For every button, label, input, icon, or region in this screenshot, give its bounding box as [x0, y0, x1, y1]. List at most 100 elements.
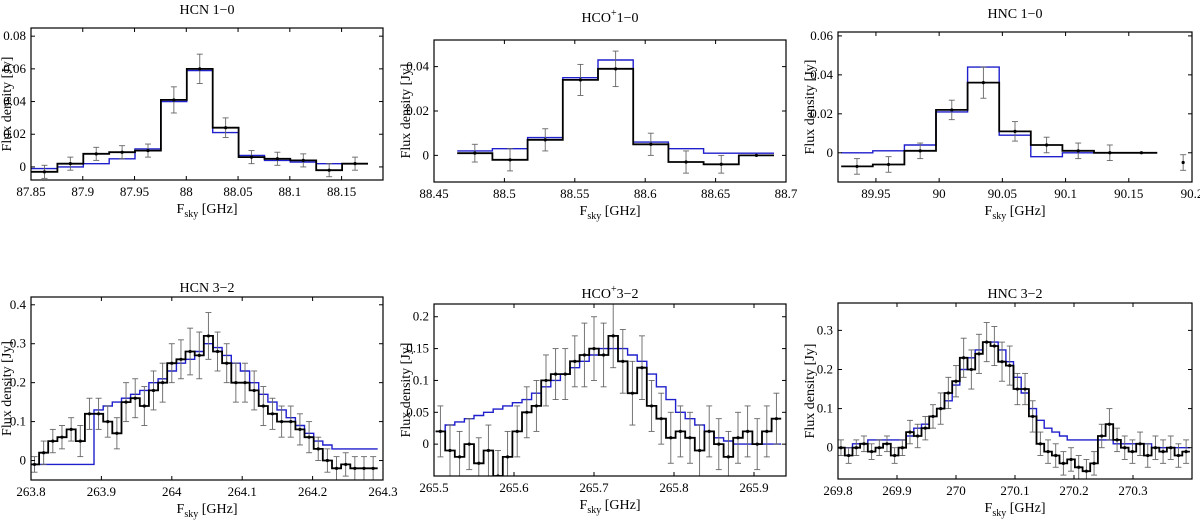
error-bar: [119, 145, 126, 160]
chart-title-part: 2: [1035, 287, 1042, 302]
x-tick-label: 270.2: [1059, 483, 1088, 498]
error-bar: [612, 50, 619, 88]
y-tick-label: 0.08: [3, 28, 26, 43]
model-series: [31, 343, 378, 466]
error-bar: [754, 153, 759, 157]
chart-title-part: HNC 3: [988, 287, 1028, 302]
data-point: [142, 404, 146, 408]
x-axis-label-part: sky: [992, 211, 1006, 222]
error-bar: [683, 150, 690, 174]
data-point: [289, 419, 293, 424]
error-bar: [591, 316, 597, 381]
x-tick-label: 88.45: [419, 186, 448, 201]
error-bar: [95, 397, 102, 430]
chart-title-part: HCO: [581, 11, 611, 26]
data-point: [543, 138, 547, 142]
data-point: [847, 453, 851, 458]
data-point: [438, 429, 442, 434]
data-point: [923, 426, 927, 430]
y-tick-label: 0: [20, 159, 27, 174]
axes-frame: [837, 31, 1193, 183]
data-point: [327, 168, 331, 172]
x-tick-label: 87.85: [16, 184, 45, 199]
y-tick-label: 0.3: [10, 336, 26, 351]
error-bar: [41, 164, 48, 179]
data-point: [198, 67, 202, 71]
data-point: [893, 453, 897, 458]
error-bar: [610, 304, 617, 369]
data-point: [1038, 442, 1042, 446]
error-bar: [475, 437, 482, 476]
error-bar: [1068, 447, 1075, 472]
data-point: [1092, 461, 1096, 465]
y-axis-label: Flux density [Jy]: [803, 60, 818, 155]
error-bar: [260, 386, 267, 426]
error-bar: [619, 329, 626, 394]
error-bar: [929, 404, 936, 429]
y-axis-label: Flux density [Jy]: [0, 341, 15, 436]
x-tick-label: 265.5: [419, 480, 448, 495]
error-bar: [999, 341, 1006, 382]
chart-title-part: 3: [617, 287, 624, 302]
data-point: [261, 404, 265, 408]
data-point: [170, 361, 174, 365]
data-point: [151, 388, 156, 393]
chart-title-part: −: [1028, 287, 1036, 302]
x-tick-label: 265.7: [579, 480, 609, 495]
error-bar: [1167, 435, 1174, 460]
error-bar: [437, 405, 444, 458]
data-point: [719, 162, 723, 166]
model-series: [435, 347, 782, 445]
data-point: [669, 436, 673, 440]
error-bar: [274, 151, 281, 166]
x-axis-label-part: sky: [184, 509, 198, 520]
error-bar: [296, 413, 303, 446]
x-tick-label: 264.1: [228, 484, 257, 499]
error-bar: [77, 425, 84, 458]
data-point: [42, 451, 46, 455]
error-bar: [1106, 144, 1113, 162]
x-axis-label-part: F: [580, 498, 588, 513]
data-point: [467, 442, 471, 446]
data-point: [1107, 422, 1111, 426]
chart-title-part: +: [611, 8, 617, 19]
error-bar: [677, 405, 684, 458]
error-bar: [976, 333, 983, 374]
x-axis-label: Fsky [GHz]: [580, 204, 641, 222]
observed-series: [457, 50, 774, 174]
data-point: [1045, 143, 1049, 147]
data-point: [307, 435, 311, 439]
y-tick-label: 0: [827, 145, 834, 160]
error-bar: [1014, 372, 1021, 406]
error-bar: [113, 417, 120, 450]
error-bar: [845, 447, 852, 464]
data-point: [969, 367, 973, 372]
data-point: [962, 356, 966, 360]
chart-panel-6: HNC 3−2 269.8 269.9 270 270.1 270.2 270.3 0 0.1 0…: [803, 287, 1193, 519]
error-bar: [552, 348, 559, 401]
error-bar: [104, 405, 111, 438]
chart-title-part: −: [1028, 7, 1036, 22]
x-tick-label: 88.15: [327, 184, 356, 199]
data-point: [885, 442, 889, 446]
data-point: [870, 450, 874, 454]
y-tick-label: 0.3: [817, 322, 833, 337]
data-point: [188, 349, 192, 354]
data-point: [179, 357, 183, 361]
x-axis-label-part: [GHz]: [601, 498, 640, 513]
axes-frame: [433, 303, 787, 477]
data-point: [486, 448, 490, 453]
data-point: [592, 346, 596, 351]
x-tick-label: 88: [180, 184, 193, 199]
error-bar: [980, 66, 987, 99]
x-tick-label: 269.8: [823, 483, 852, 498]
chart-title-part: HNC 1: [988, 7, 1028, 22]
error-bar: [214, 331, 221, 372]
data-point: [774, 417, 779, 421]
data-point: [275, 157, 279, 161]
chart-panel-4: HCN 3−2 263.8 263.9 264 264.1 264.2 264.3 0 0.1 0…: [0, 281, 398, 520]
error-bar: [242, 362, 249, 403]
data-point: [950, 108, 954, 112]
data-point: [650, 404, 654, 408]
error-bar: [953, 365, 959, 398]
